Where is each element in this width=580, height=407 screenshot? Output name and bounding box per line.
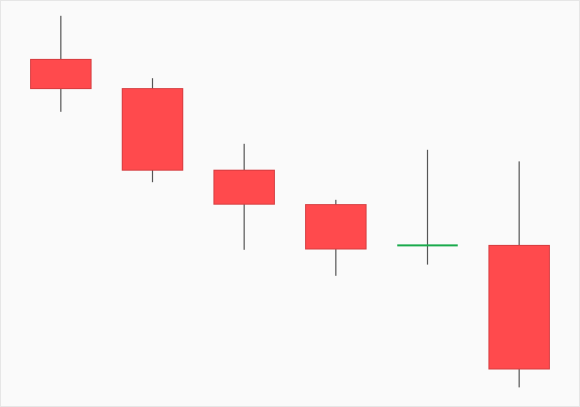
candle-3 xyxy=(213,143,275,250)
candle-body xyxy=(213,169,275,205)
candle-5 xyxy=(397,149,458,265)
candle-2 xyxy=(121,78,184,183)
candle-body xyxy=(488,244,550,370)
candles xyxy=(30,15,550,388)
candle-body xyxy=(121,88,184,171)
candle-body xyxy=(30,58,92,90)
candle-1 xyxy=(30,15,92,112)
candle-4 xyxy=(305,199,367,276)
candle-6 xyxy=(488,161,550,388)
candle-body xyxy=(305,204,367,250)
